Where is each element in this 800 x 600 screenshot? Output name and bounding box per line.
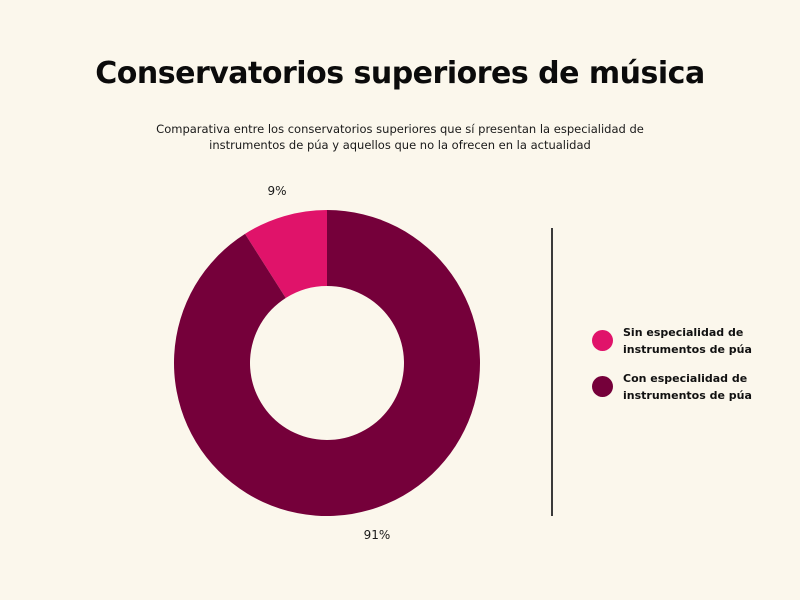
chart-subtitle-line-1: Comparativa entre los conservatorios sup… [156,122,644,136]
legend-item-con-especialidad: Con especialidad de instrumentos de púa [592,370,792,416]
donut-slice-sin-especialidad [245,210,327,298]
donut-slice-con-especialidad [173,210,480,517]
legend-swatch-sin-especialidad [592,330,613,351]
legend-divider [551,228,553,516]
chart-subtitle: Comparativa entre los conservatorios sup… [150,121,650,153]
legend-label-sin-especialidad: Sin especialidad de instrumentos de púa [623,324,783,358]
chart-legend: Sin especialidad de instrumentos de púa … [592,324,792,416]
legend-label-line-1: Sin especialidad de [623,326,744,339]
legend-item-sin-especialidad: Sin especialidad de instrumentos de púa [592,324,792,370]
slice-label-sin-especialidad: 9% [268,184,287,198]
chart-title: Conservatorios superiores de música [95,56,705,91]
chart-subtitle-line-2: instrumentos de púa y aquellos que no la… [209,138,591,152]
legend-label-line-1: Con especialidad de [623,372,748,385]
legend-label-con-especialidad: Con especialidad de instrumentos de púa [623,370,783,404]
legend-label-line-2: instrumentos de púa [623,389,752,402]
legend-swatch-con-especialidad [592,376,613,397]
legend-label-line-2: instrumentos de púa [623,343,752,356]
slice-label-con-especialidad: 91% [364,528,391,542]
